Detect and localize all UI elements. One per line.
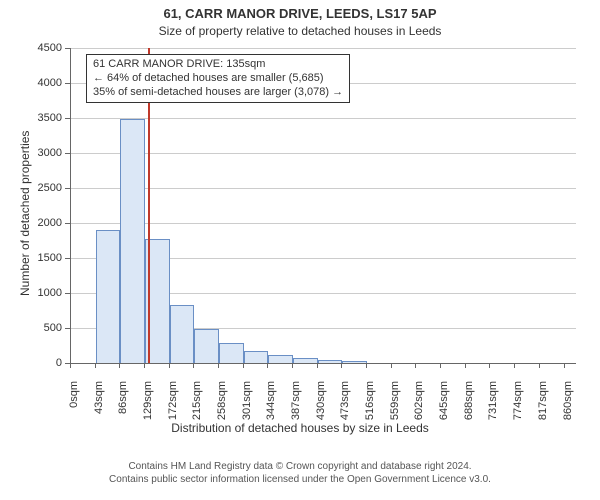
x-tick-label: 688sqm (463, 381, 475, 425)
x-tick-label: 86sqm (117, 381, 129, 425)
x-tick-label: 430sqm (315, 381, 327, 425)
footer-attribution: Contains HM Land Registry data © Crown c… (0, 460, 600, 486)
x-tick-label: 860sqm (562, 381, 574, 425)
chart-subtitle: Size of property relative to detached ho… (0, 24, 600, 38)
histogram-bar (120, 119, 145, 363)
x-tick-label: 559sqm (389, 381, 401, 425)
x-tick-label: 817sqm (537, 381, 549, 425)
x-tick-label: 344sqm (265, 381, 277, 425)
x-tick-label: 43sqm (93, 381, 105, 425)
x-tick-label: 301sqm (241, 381, 253, 425)
y-tick-label: 1000 (28, 287, 62, 299)
x-tick-label: 258sqm (216, 381, 228, 425)
y-tick-label: 4500 (28, 42, 62, 54)
y-tick-label: 3500 (28, 112, 62, 124)
annotation-line-3: 35% of semi-detached houses are larger (… (93, 86, 343, 100)
footer-line-1: Contains HM Land Registry data © Crown c… (0, 460, 600, 473)
x-tick-label: 645sqm (438, 381, 450, 425)
x-tick-label: 129sqm (142, 381, 154, 425)
annotation-line-2: ← 64% of detached houses are smaller (5,… (93, 72, 343, 86)
histogram-bar (244, 351, 269, 363)
x-tick-label: 0sqm (68, 381, 80, 425)
x-tick-label: 731sqm (487, 381, 499, 425)
x-tick-label: 516sqm (364, 381, 376, 425)
histogram-bar (96, 230, 121, 363)
histogram-bar (293, 358, 318, 363)
y-tick-label: 500 (28, 322, 62, 334)
histogram-bar (318, 360, 343, 364)
annotation-line-1: 61 CARR MANOR DRIVE: 135sqm (93, 58, 343, 72)
histogram-bar (170, 305, 195, 363)
x-tick-label: 172sqm (167, 381, 179, 425)
histogram-bar (268, 355, 293, 363)
y-tick-label: 1500 (28, 252, 62, 264)
y-tick-label: 2000 (28, 217, 62, 229)
x-tick-label: 215sqm (191, 381, 203, 425)
x-axis-label: Distribution of detached houses by size … (0, 421, 600, 435)
x-tick-label: 602sqm (413, 381, 425, 425)
chart-title: 61, CARR MANOR DRIVE, LEEDS, LS17 5AP (0, 6, 600, 21)
y-tick-label: 4000 (28, 77, 62, 89)
histogram-bar (194, 329, 219, 363)
chart-container: 61, CARR MANOR DRIVE, LEEDS, LS17 5AP Si… (0, 0, 600, 500)
histogram-bar (219, 343, 244, 363)
x-tick-label: 774sqm (512, 381, 524, 425)
y-tick-label: 0 (28, 357, 62, 369)
y-tick-label: 2500 (28, 182, 62, 194)
x-tick-label: 473sqm (339, 381, 351, 425)
footer-line-2: Contains public sector information licen… (0, 473, 600, 486)
annotation-box: 61 CARR MANOR DRIVE: 135sqm ← 64% of det… (86, 54, 350, 103)
x-tick-label: 387sqm (290, 381, 302, 425)
histogram-bar (342, 361, 367, 363)
y-tick-label: 3000 (28, 147, 62, 159)
